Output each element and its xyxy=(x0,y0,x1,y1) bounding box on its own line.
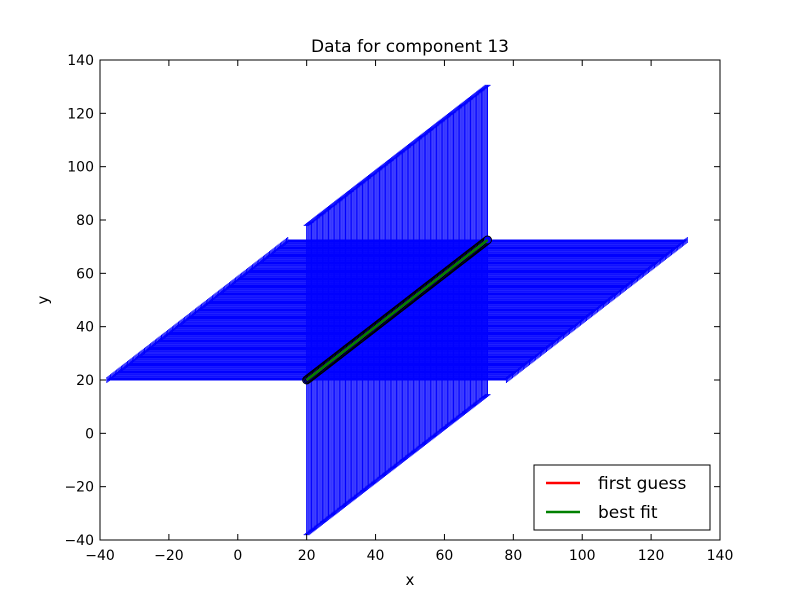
x-tick-label: 80 xyxy=(504,548,522,564)
y-tick-label: 0 xyxy=(85,426,94,442)
legend-box xyxy=(533,464,711,531)
legend-label-first-guess: first guess xyxy=(598,474,687,494)
x-tick-label: 120 xyxy=(638,548,665,564)
plot-frame xyxy=(99,59,721,541)
x-tick-label: −40 xyxy=(85,548,115,564)
y-tick-label: 80 xyxy=(76,213,94,229)
x-tick-label: −20 xyxy=(154,548,184,564)
legend: first guess best fit xyxy=(533,464,711,531)
y-tick-label: 60 xyxy=(76,266,94,282)
x-tick-label: 60 xyxy=(436,548,454,564)
x-tick-label: 0 xyxy=(233,548,242,564)
y-axis-label: y xyxy=(34,295,52,304)
x-tick-label: 20 xyxy=(298,548,316,564)
y-tick-label: 140 xyxy=(67,53,94,69)
axis-ticks: −40 −20 0 20 40 60 80 100 120 140 −40 −20 0 20 40 60 80 1… xyxy=(64,53,733,564)
best-fit-line xyxy=(305,239,489,381)
x-axis-label: x xyxy=(406,571,415,589)
y-tick-label: 120 xyxy=(67,106,94,122)
chart-title: Data for component 13 xyxy=(311,37,509,57)
plot-area xyxy=(106,84,688,536)
x-tick-label: 100 xyxy=(569,548,596,564)
y-tick-label: −20 xyxy=(64,480,94,496)
x-tick-label: 40 xyxy=(367,548,385,564)
y-tick-label: 20 xyxy=(76,373,94,389)
y-tick-label: 100 xyxy=(67,160,94,176)
x-tick-label: 140 xyxy=(707,548,734,564)
legend-label-best-fit: best fit xyxy=(598,503,658,523)
y-tick-label: −40 xyxy=(64,533,94,549)
y-tick-label: 40 xyxy=(76,320,94,336)
